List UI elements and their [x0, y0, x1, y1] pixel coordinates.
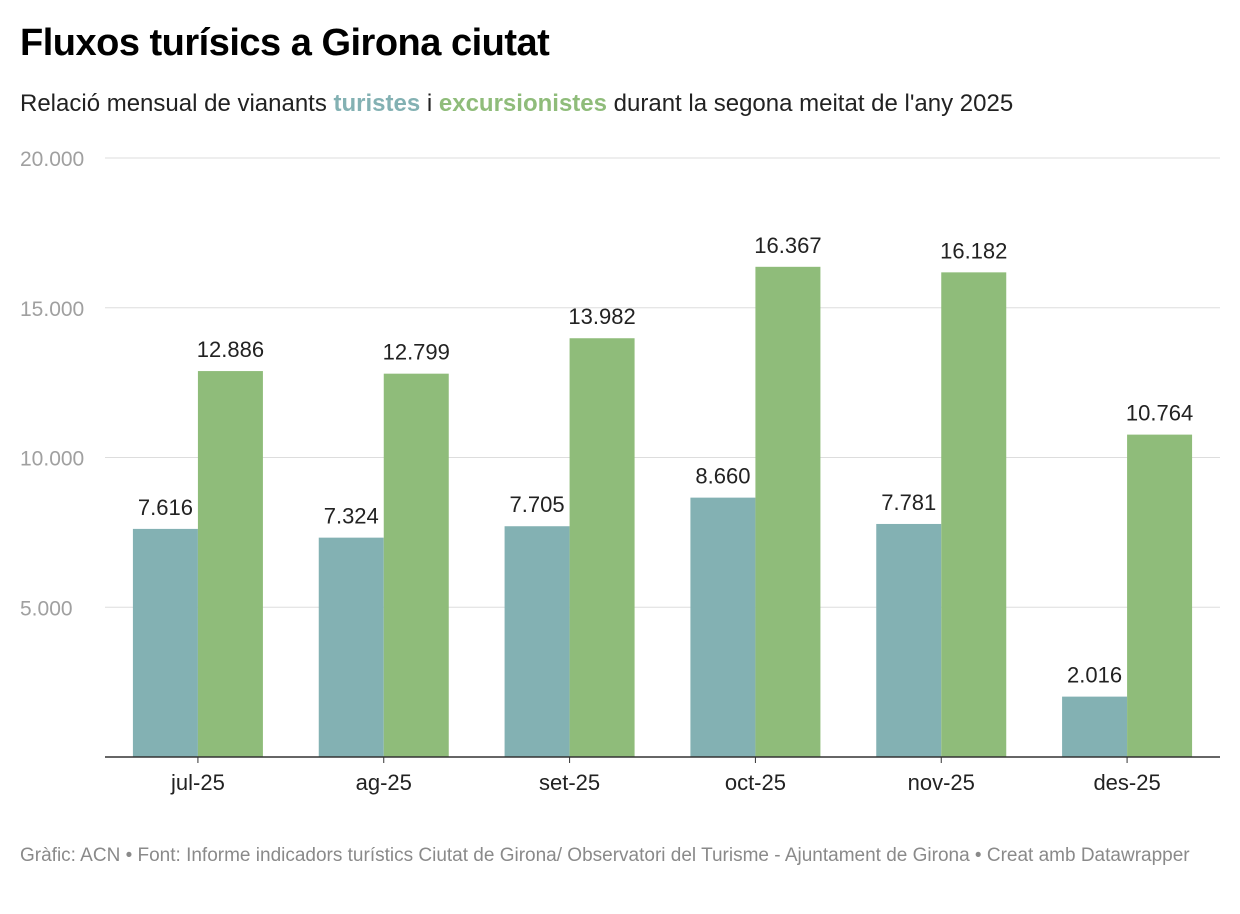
bar-turistes [318, 537, 384, 757]
bar-excursionistes [197, 371, 263, 757]
bar-excursionistes [755, 266, 821, 757]
bar-turistes [504, 526, 570, 757]
data-label: 8.660 [695, 464, 750, 489]
data-label: 7.705 [510, 492, 565, 517]
bar-excursionistes [569, 338, 635, 757]
chart-subtitle: Relació mensual de vianants turistes i e… [20, 90, 1013, 118]
data-label: 12.799 [383, 340, 450, 365]
data-label: 7.324 [324, 504, 379, 529]
bar-turistes [876, 523, 942, 757]
x-tick-label: nov-25 [908, 770, 975, 795]
data-label: 7.781 [881, 490, 936, 515]
bar-turistes [132, 528, 198, 757]
x-tick-label: des-25 [1093, 770, 1160, 795]
subtitle-pre: Relació mensual de vianants [20, 90, 334, 117]
legend-excursionistes: excursionistes [438, 90, 607, 117]
data-label: 2.016 [1067, 663, 1122, 688]
y-tick-label: 15.000 [20, 298, 84, 321]
subtitle-post: durant la segona meitat de l'any 2025 [606, 90, 1014, 117]
data-label: 10.764 [1126, 401, 1193, 426]
bar-turistes [690, 497, 756, 757]
chart-footer: Gràfic: ACN • Font: Informe indicadors t… [20, 845, 1190, 866]
x-tick-label: jul-25 [170, 770, 225, 795]
data-label: 12.886 [197, 337, 264, 362]
data-label: 13.982 [568, 304, 635, 329]
subtitle-mid: i [420, 90, 439, 117]
data-label: 16.182 [940, 238, 1007, 263]
y-tick-label: 20.000 [20, 148, 84, 171]
data-label: 16.367 [754, 233, 821, 258]
x-tick-label: ag-25 [356, 770, 412, 795]
x-tick-label: oct-25 [725, 770, 786, 795]
bar-excursionistes [941, 272, 1007, 757]
bar-turistes [1062, 696, 1128, 757]
data-label: 7.616 [138, 495, 193, 520]
bar-excursionistes [383, 373, 449, 757]
y-tick-label: 5.000 [20, 597, 73, 620]
x-tick-label: set-25 [539, 770, 600, 795]
bar-excursionistes [1127, 434, 1193, 757]
y-tick-label: 10.000 [20, 448, 84, 471]
chart-title: Fluxos turísics a Girona ciutat [20, 22, 550, 64]
legend-turistes: turistes [333, 90, 421, 117]
